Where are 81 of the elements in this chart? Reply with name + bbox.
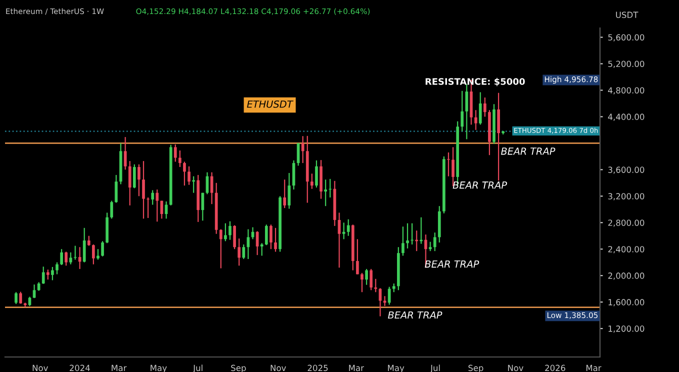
candlestick: [82, 227, 86, 263]
candlestick: [183, 161, 186, 186]
candlestick: [14, 292, 18, 305]
annotation: ETHUSDT: [246, 100, 294, 108]
y-tick-label: 3,200.00: [608, 193, 644, 200]
candlestick: [478, 92, 482, 126]
candlestick: [301, 136, 304, 164]
annotation: BEAR TRAP: [501, 148, 556, 155]
candlestick: [433, 232, 436, 252]
candlestick: [260, 242, 264, 256]
candlestick: [101, 240, 104, 257]
candlestick: [178, 150, 182, 168]
candlestick: [32, 284, 36, 299]
candlestick: [483, 96, 486, 118]
candlestick: [370, 268, 373, 291]
x-tick-label: Nov: [270, 364, 286, 372]
candlestick: [460, 90, 464, 132]
candlestick: [96, 248, 100, 260]
candlestick: [356, 238, 359, 275]
x-tick-label: 2026: [545, 364, 566, 372]
x-tick-label: Mar: [586, 364, 602, 372]
candlestick: [60, 248, 64, 266]
x-tick-label: Nov: [32, 364, 48, 372]
candlestick: [346, 218, 350, 236]
candlestick: [360, 272, 364, 293]
candlestick: [402, 226, 404, 256]
candlestick: [224, 222, 227, 242]
candlestick: [188, 166, 190, 186]
candlestick: [46, 269, 50, 280]
candlestick: [219, 228, 222, 269]
candlestick: [497, 92, 500, 182]
candlestick: [151, 190, 154, 206]
candlestick: [274, 227, 277, 252]
candlestick: [233, 224, 236, 250]
x-tick-label: 2024: [70, 364, 90, 372]
candlestick: [283, 179, 286, 209]
candlestick: [110, 200, 114, 220]
candlestick: [142, 160, 145, 220]
candlestick: [128, 160, 132, 206]
candlestick: [138, 164, 140, 197]
y-tick-label: 4,400.00: [608, 114, 644, 121]
candlestick: [264, 224, 268, 246]
y-axis-title: USDT: [616, 12, 638, 18]
candlestick: [164, 200, 168, 220]
candlestick: [132, 164, 136, 189]
x-tick-label: 2025: [308, 364, 328, 372]
candlestick: [270, 224, 272, 250]
candlestick: [310, 173, 314, 190]
y-tick-label: 2,400.00: [608, 246, 644, 254]
candlestick: [452, 146, 454, 187]
candlestick: [56, 262, 58, 275]
candlestick: [288, 172, 291, 210]
y-tick-label: 2,800.00: [608, 220, 644, 227]
y-tick-label: 1,200.00: [608, 326, 644, 333]
candlestick: [315, 160, 318, 188]
candlestick: [92, 244, 95, 265]
candlestick: [238, 238, 241, 266]
candlestick: [64, 251, 68, 266]
candlestick: [69, 252, 72, 265]
candlestick: [51, 266, 54, 281]
x-tick-label: Nov: [508, 364, 524, 372]
candlestick: [374, 278, 378, 293]
candlestick: [228, 220, 232, 240]
y-tick-label: 5,600.00: [608, 34, 644, 42]
y-tick-label: 4,800.00: [608, 87, 644, 94]
y-tick-label: 1,600.00: [608, 299, 644, 306]
annotation: BEAR TRAP: [388, 311, 442, 319]
candlestick: [174, 144, 177, 162]
candlestick: [242, 244, 246, 260]
candlestick: [406, 222, 409, 249]
x-tick-label: Mar: [349, 364, 364, 372]
candlestick: [365, 268, 368, 286]
x-tick-label: Mar: [112, 364, 127, 372]
candlestick: [324, 179, 328, 207]
y-tick-label: 3,600.00: [608, 166, 644, 174]
candlestick: [156, 188, 159, 222]
annotation: BEAR TRAP: [452, 182, 508, 189]
y-tick-label: 2,000.00: [608, 272, 644, 280]
candlestick: [87, 235, 90, 246]
candlestick: [42, 266, 45, 284]
y-tick-label: 5,200.00: [608, 60, 644, 68]
